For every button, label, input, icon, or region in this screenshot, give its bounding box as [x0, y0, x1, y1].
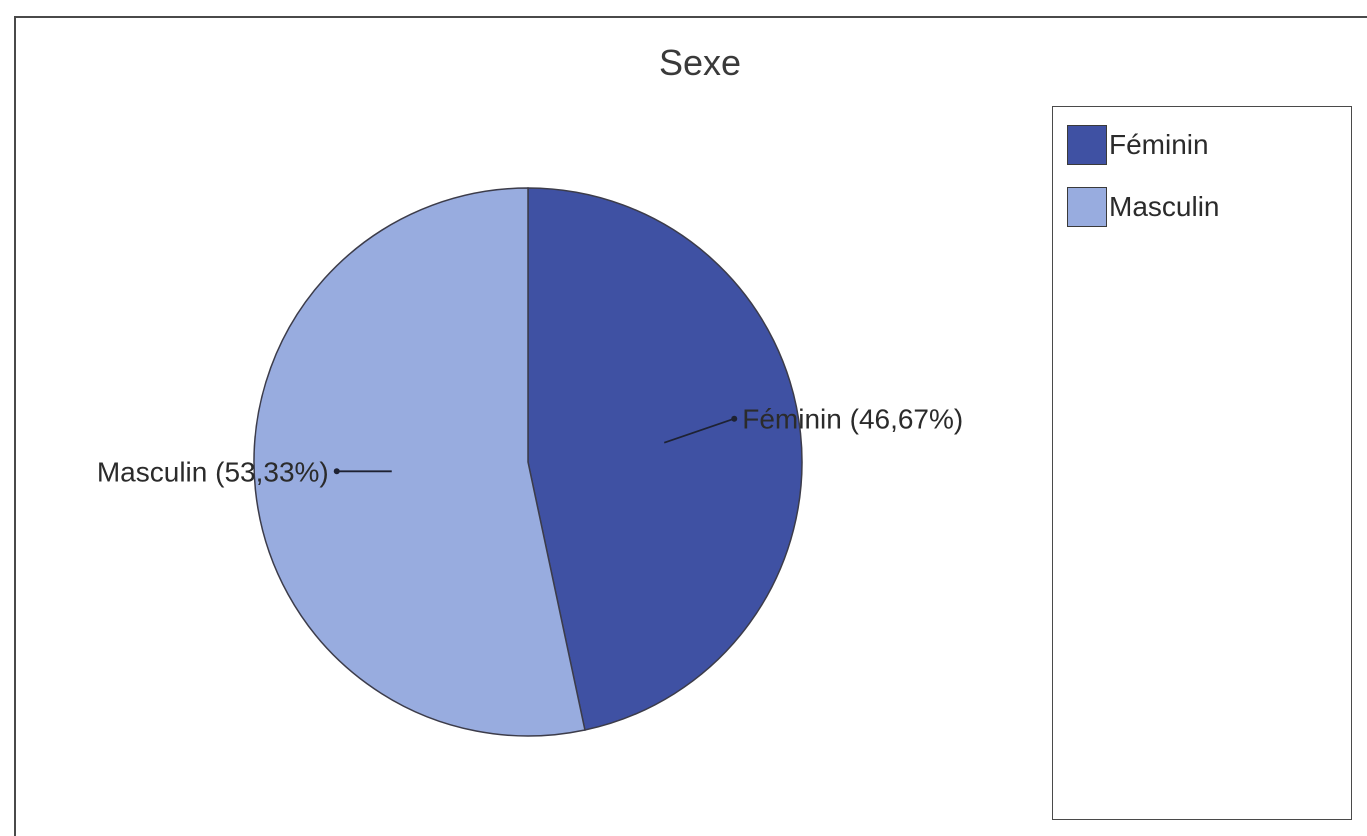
chart-title: Sexe [659, 42, 741, 83]
pie-slice-masculin [253, 187, 586, 737]
pie-slices [253, 187, 803, 737]
legend-label-feminin: Féminin [1109, 129, 1209, 160]
pie-slice-feminin [527, 187, 803, 731]
legend-item-masculin: Masculin [1067, 187, 1219, 227]
slice-label-masculin: Masculin (53,33%) [97, 456, 329, 487]
legend-swatch-feminin [1067, 125, 1107, 165]
slice-labels: Féminin (46,67%) Masculin (53,33%) [97, 404, 963, 488]
chart-frame [14, 16, 1367, 836]
legend: Féminin Masculin [1052, 106, 1352, 820]
legend-swatch-masculin [1067, 187, 1107, 227]
leader-dot-feminin [731, 415, 738, 422]
slice-label-feminin: Féminin (46,67%) [742, 404, 963, 435]
legend-label-masculin: Masculin [1109, 191, 1220, 222]
leader-dot-masculin [333, 468, 340, 475]
legend-item-feminin: Féminin [1067, 125, 1209, 165]
leader-line-feminin [663, 417, 735, 444]
